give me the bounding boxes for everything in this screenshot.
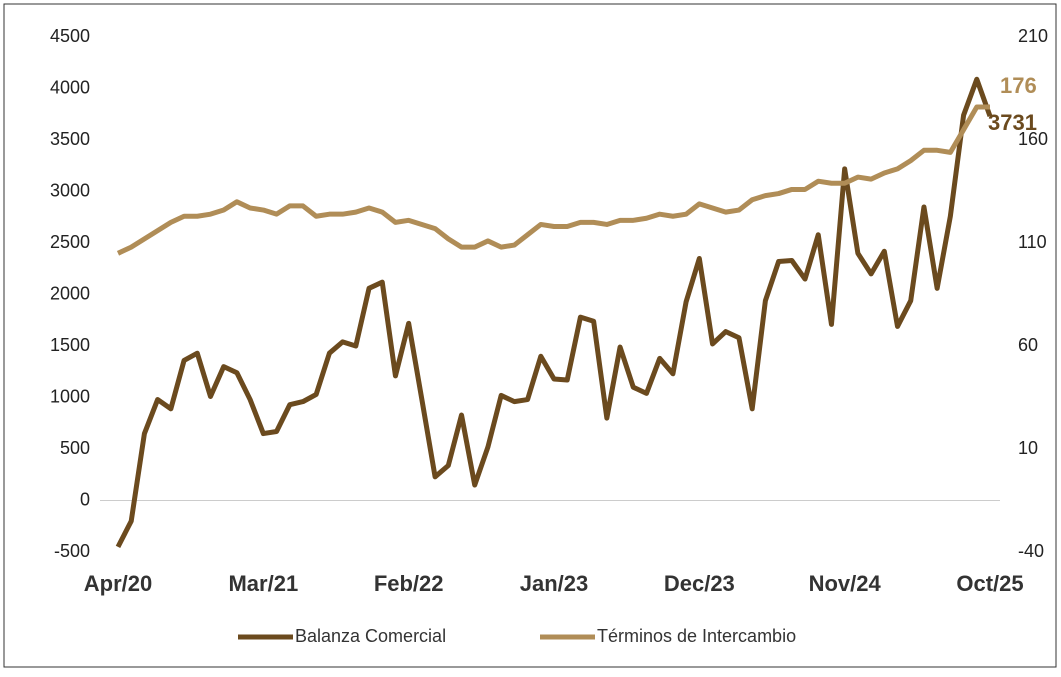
y-tick-label: 2500	[50, 232, 90, 252]
y-tick-label: 4500	[50, 26, 90, 46]
x-tick-label: Oct/25	[956, 571, 1023, 596]
legend-label: Términos de Intercambio	[597, 626, 796, 646]
series-line	[116, 104, 990, 256]
y-tick-label: 1500	[50, 335, 90, 355]
y-tick-label: 3000	[50, 180, 90, 200]
y2-tick-label: 160	[1018, 129, 1048, 149]
y2-tick-label: 110	[1018, 232, 1047, 252]
x-tick-label: Mar/21	[228, 571, 298, 596]
x-tick-label: Nov/24	[809, 571, 882, 596]
y-tick-label: 1000	[50, 386, 90, 406]
y-tick-label: 3500	[50, 129, 90, 149]
chart-border	[3, 3, 1057, 668]
x-tick-label: Feb/22	[374, 571, 444, 596]
y-tick-label: 2000	[50, 283, 90, 303]
legend-label: Balanza Comercial	[295, 626, 446, 646]
x-tick-label: Dec/23	[664, 571, 735, 596]
y2-tick-label: 210	[1018, 26, 1048, 46]
y-tick-label: 500	[60, 438, 90, 458]
y2-tick-label: 10	[1018, 438, 1038, 458]
y-tick-label: -500	[54, 541, 90, 561]
y-tick-label: 4000	[50, 77, 90, 97]
end-value-label: 3731	[988, 110, 1037, 135]
y-tick-label: 0	[80, 489, 90, 509]
x-tick-label: Apr/20	[84, 571, 152, 596]
y2-tick-label: 60	[1018, 335, 1038, 355]
x-tick-label: Jan/23	[520, 571, 589, 596]
y2-tick-label: -40	[1018, 541, 1044, 561]
end-value-label: 176	[1000, 73, 1037, 98]
series-line	[115, 76, 993, 548]
